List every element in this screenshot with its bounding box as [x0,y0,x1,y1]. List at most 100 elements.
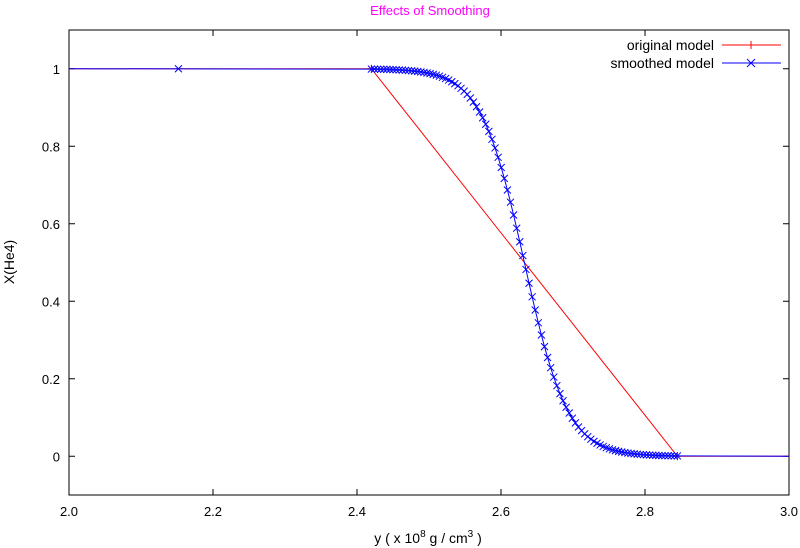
data-point-x [549,373,558,381]
data-point-x [383,65,391,74]
data-point-x [661,451,669,460]
data-point-x [512,224,521,233]
data-point-x [401,66,410,75]
plot-frame [68,29,790,496]
data-point-x [379,65,388,74]
y-tick-label: 0.4 [42,294,60,309]
data-point-x [553,381,561,390]
data-point-x [519,251,527,260]
x-axis-ticks: 2.0 2.2 2.4 2.6 2.8 3.0 [60,30,798,519]
data-point-x [494,153,502,162]
data-point-x [546,363,555,372]
data-point-x [614,447,623,456]
x-tick-label: 3.0 [780,504,798,519]
data-point-x [522,265,530,274]
data-point-x [466,94,475,102]
data-point-x [531,306,540,314]
x-tick-label: 2.4 [348,504,366,519]
data-point-x [608,445,617,454]
legend-marker-smoothed [746,58,756,68]
data-point-x [426,69,434,78]
data-point-x [658,451,666,460]
data-point-x [627,449,635,458]
legend-label-smoothed: smoothed model [610,55,714,71]
series-smoothed-model [68,64,790,460]
data-point-x [621,448,629,457]
data-point-x [515,237,524,246]
y-tick-label: 0.6 [42,217,60,232]
y-axis-ticks: 0 0.2 0.4 0.6 0.8 1 [42,62,789,464]
data-point-x [655,451,663,460]
data-point-x [485,127,493,136]
data-point-x [525,279,533,288]
data-point-x [417,68,425,76]
data-point-x [488,135,496,144]
data-point-x [500,174,509,183]
chart-title: Effects of Smoothing [370,3,490,18]
data-point-x [373,65,382,74]
data-point-x [370,65,379,73]
data-point-x [528,292,536,301]
data-point-x [670,452,679,460]
data-point-x [645,451,654,459]
data-point-x [497,163,506,172]
data-point-x [562,403,570,412]
data-point-x [630,450,638,458]
legend-marker-original [747,41,755,49]
series-line-original [69,68,789,457]
x-tick-label: 2.0 [60,504,78,519]
data-point-x [413,67,422,76]
data-point-x [367,65,376,73]
x-tick-label: 2.2 [204,504,222,519]
data-point-x [469,98,478,107]
data-point-x [423,69,431,77]
data-point-x [503,186,512,194]
data-point-x [174,64,183,73]
y-tick-label: 0.8 [42,139,60,154]
data-point-x [392,65,400,74]
data-point-x [509,211,518,219]
data-point-x [506,198,515,207]
data-point-x [475,108,484,116]
data-point-x [543,353,552,362]
data-point-x [534,318,543,327]
data-point-x [617,448,626,456]
data-point-x [642,451,651,459]
data-point-x [386,65,394,74]
data-point-x [571,418,580,427]
data-point-x [389,65,397,74]
data-point-x [481,120,490,129]
data-point-x [404,66,413,75]
data-point-x [648,451,657,460]
y-tick-label: 0 [53,449,60,464]
data-point-x [407,66,416,75]
y-tick-label: 0.2 [42,372,60,387]
x-tick-label: 2.8 [636,504,654,519]
data-point-x [429,70,438,79]
series-line-smoothed [68,68,790,457]
data-point-x [639,450,648,459]
data-point-x [410,67,419,75]
data-point-x [633,450,642,459]
data-point-x [472,102,481,111]
legend: original model smoothed model [610,37,781,71]
data-point-x [611,446,620,455]
data-point-x [491,144,499,152]
data-point-x [651,451,660,460]
series-original-model [69,64,789,461]
data-point-x [568,414,577,423]
y-tick-label: 1 [53,62,60,77]
data-point-x [559,396,567,405]
x-axis-label: y ( x 108 g / cm3 ) [374,529,482,546]
data-point-x [556,389,564,398]
legend-label-original: original model [627,37,714,53]
data-point-x [540,342,549,351]
y-axis-label: X(He4) [1,240,17,284]
data-point-x [636,450,645,459]
x-tick-label: 2.6 [492,504,510,519]
data-point-x [565,409,574,417]
data-point-x [664,451,672,460]
data-point-x [398,66,407,74]
data-point-x [420,68,428,77]
